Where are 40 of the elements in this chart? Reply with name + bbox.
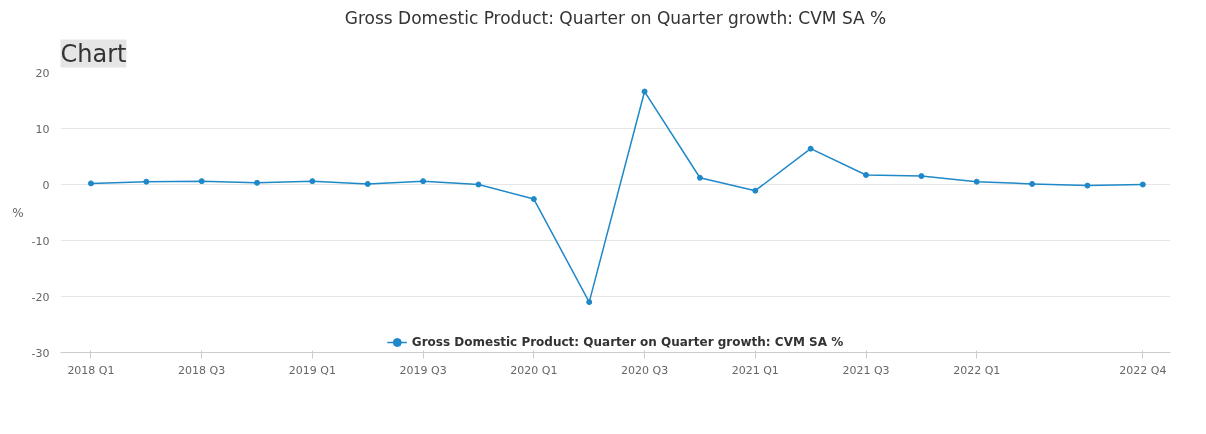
- x-tick-label: 2021 Q1: [731, 363, 779, 377]
- x-tick-label: 2020 Q3: [620, 363, 669, 377]
- y-axis-title: %: [12, 205, 24, 220]
- point: [475, 181, 482, 188]
- x-tick-label: 2018 Q3: [178, 363, 226, 377]
- point: [973, 178, 980, 185]
- point: [1084, 182, 1091, 189]
- x-tick-label: 2022 Q1: [953, 363, 1001, 377]
- point: [364, 180, 371, 187]
- chart-title: Gross Domestic Product: Quarter on Quarter growth: CVM SA %: [344, 7, 887, 28]
- point: [198, 178, 205, 185]
- y-tick-label: -20: [31, 290, 50, 304]
- x-tick-label: 2018 Q1: [67, 363, 115, 377]
- y-tick-label: -10: [31, 234, 50, 248]
- point: [752, 187, 759, 194]
- x-tick-label: 2021 Q3: [842, 363, 890, 377]
- x-tick-label: 2022 Q4: [1119, 363, 1167, 377]
- point: [696, 174, 703, 181]
- point: [863, 171, 870, 178]
- point: [530, 196, 537, 203]
- point: [1029, 180, 1036, 187]
- point: [586, 299, 593, 306]
- point: [420, 178, 427, 185]
- x-tick-label: 2019 Q1: [288, 363, 336, 377]
- y-tick-label: 0: [42, 178, 50, 192]
- y-tick-label: -30: [31, 346, 50, 360]
- point: [254, 179, 261, 186]
- x-tick-label: 2020 Q1: [510, 363, 558, 377]
- y-tick-label: 10: [35, 122, 50, 136]
- point: [309, 178, 316, 185]
- point: [87, 180, 94, 187]
- legend-label: Gross Domestic Product: Quarter on Quarter growth: CVM SA %: [411, 335, 844, 349]
- text: Chart: [60, 39, 127, 68]
- y-tick-label: 20: [35, 66, 50, 80]
- point: [641, 88, 648, 95]
- point: [807, 145, 814, 152]
- point: [1139, 181, 1146, 188]
- point: [143, 178, 150, 185]
- point: [918, 173, 925, 180]
- x-tick-label: 2019 Q3: [399, 363, 447, 377]
